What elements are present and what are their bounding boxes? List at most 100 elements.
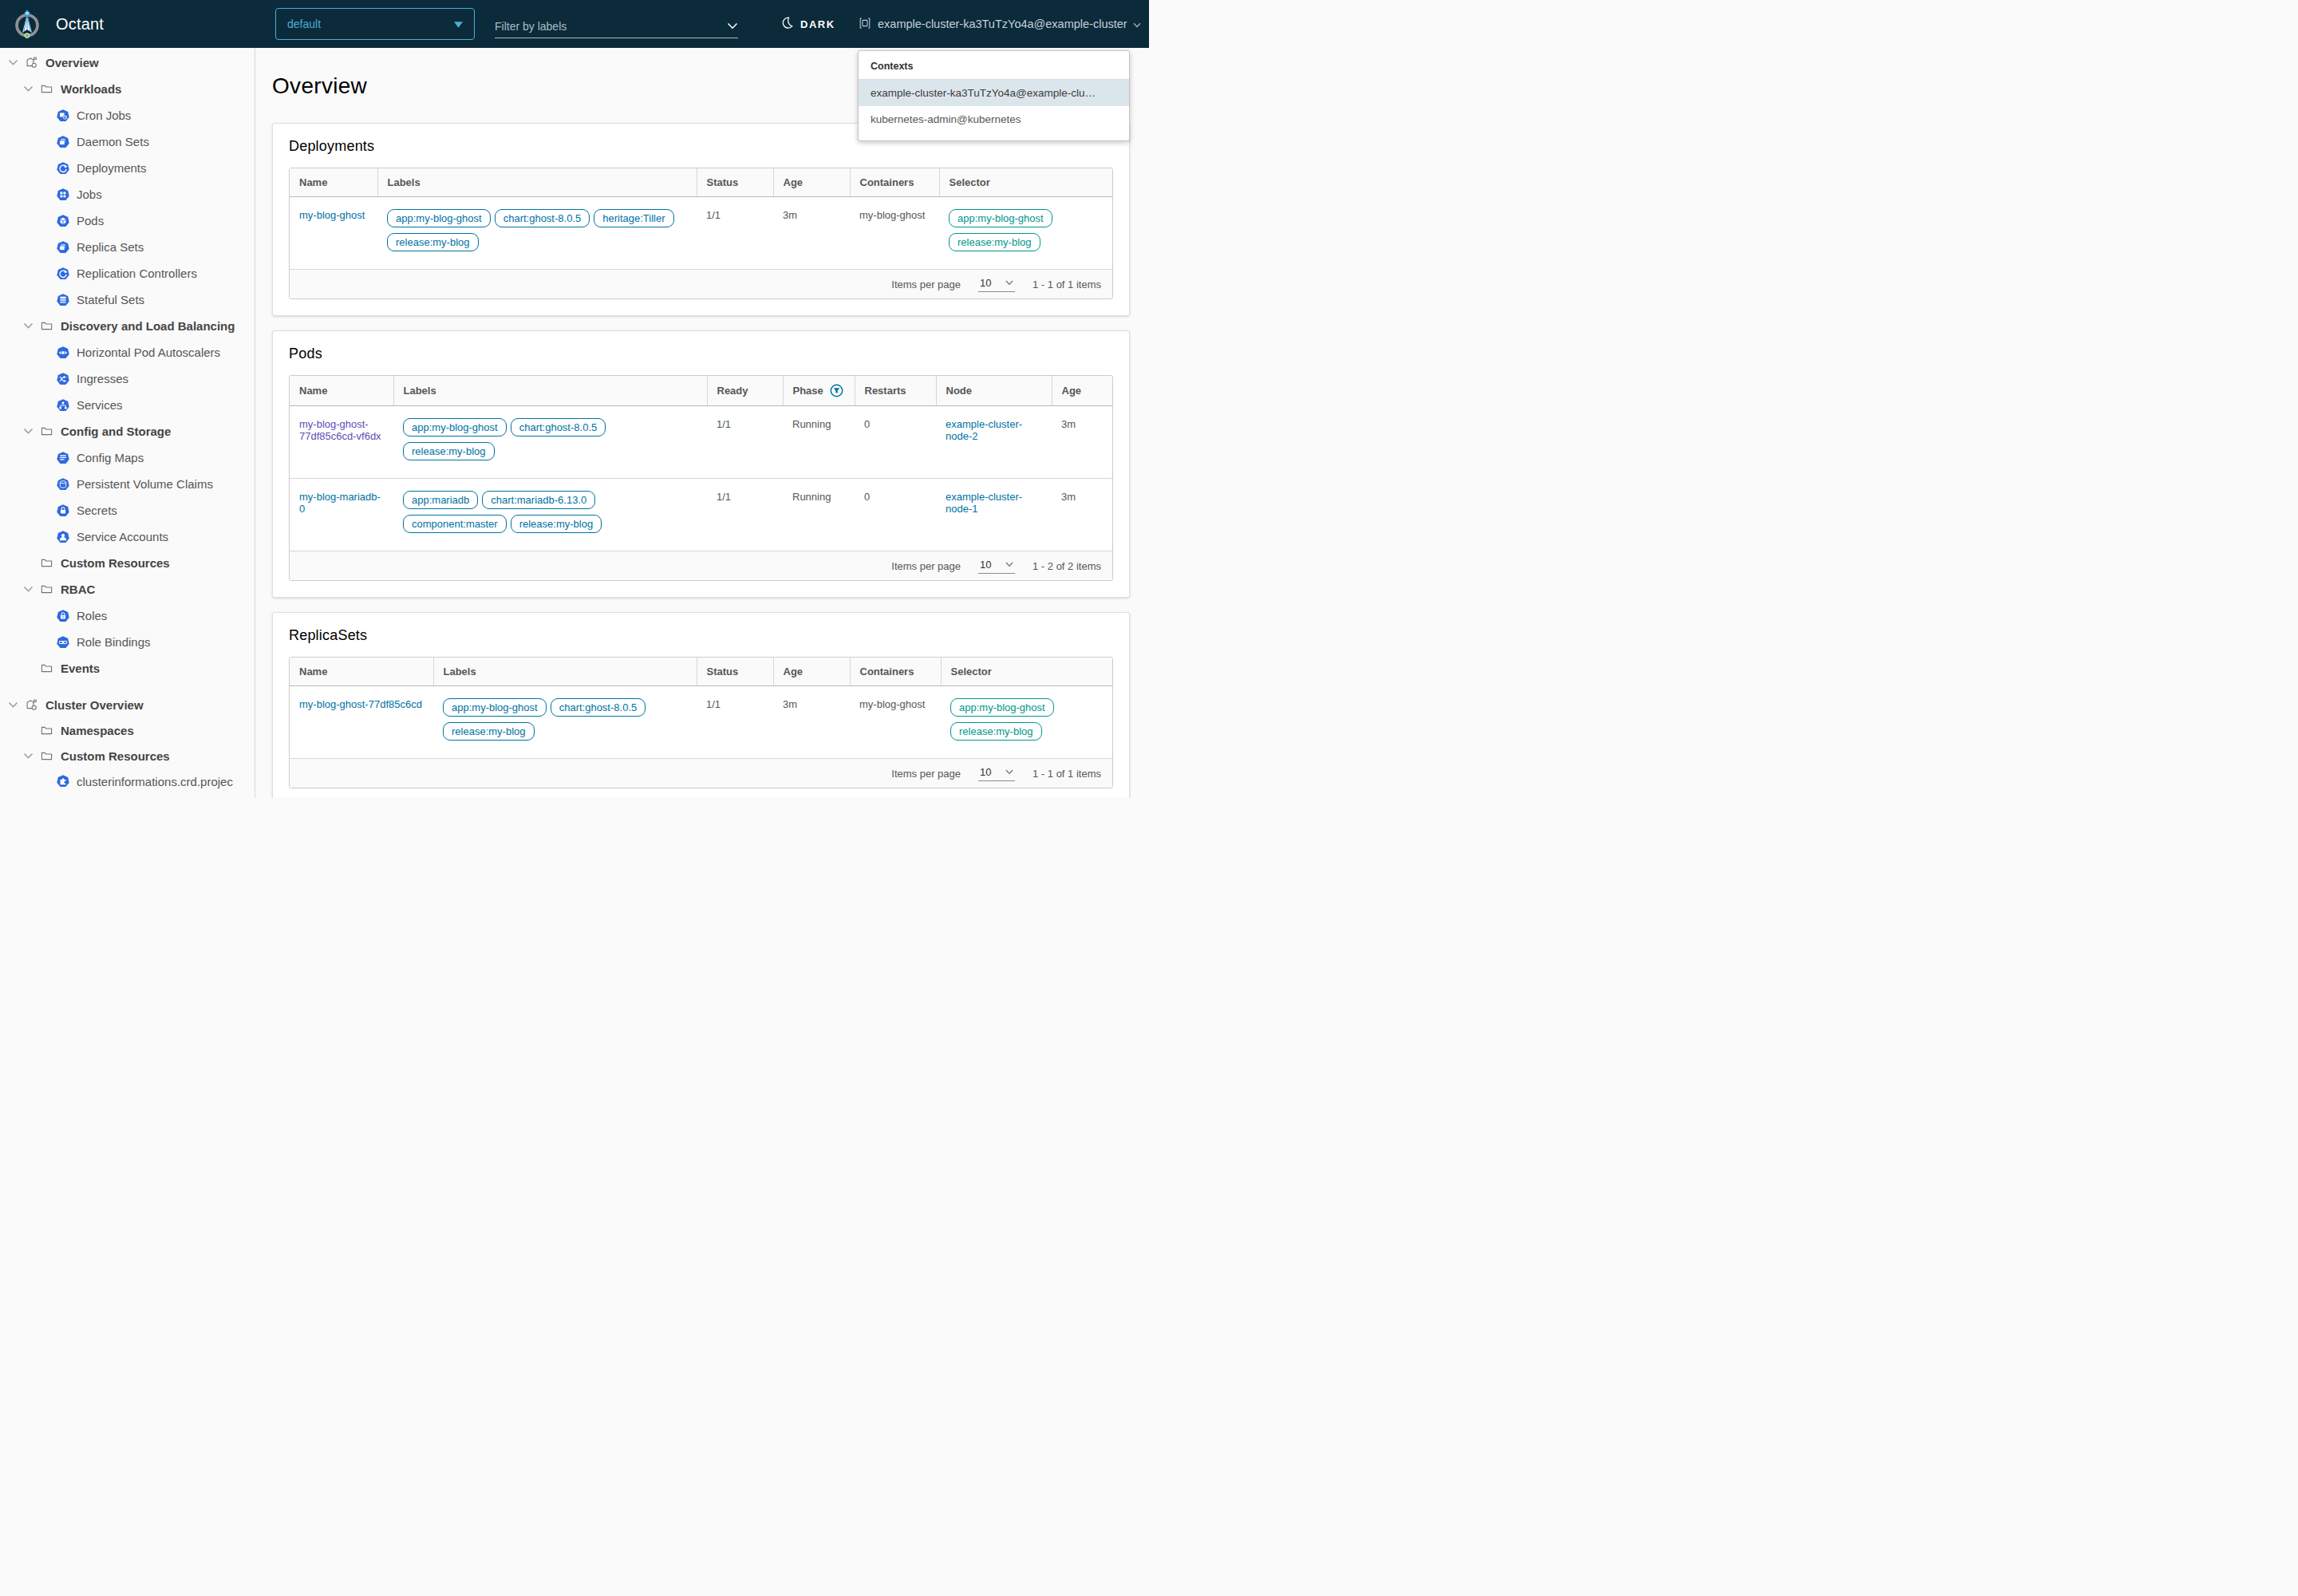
node-link[interactable]: example-cluster-node-1: [946, 491, 1022, 515]
column-header-node: Node: [936, 376, 1052, 406]
sidebar-item-cluster-overview[interactable]: Cluster Overview: [0, 692, 255, 717]
table-header-row: Name Labels Status Age Containers Select…: [290, 658, 1112, 686]
label-tag: release:my-blog: [387, 233, 479, 251]
sidebar-item-horizontal-pod-autoscalers[interactable]: Horizontal Pod Autoscalers: [0, 339, 255, 365]
pod-name-link[interactable]: my-blog-mariadb-0: [299, 491, 381, 515]
sidebar-item-stateful-sets[interactable]: Stateful Sets: [0, 286, 255, 313]
page-size-select[interactable]: 10: [978, 766, 1015, 781]
sidebar-item-workloads[interactable]: Workloads: [0, 76, 255, 102]
column-header-age: Age: [773, 658, 850, 686]
sidebar-item-roles[interactable]: Roles: [0, 602, 255, 629]
pod-name-link[interactable]: my-blog-ghost-77df85c6cd-vf6dx: [299, 418, 381, 442]
current-context-label: example-cluster-ka3TuTzYo4a@example-clus…: [878, 18, 1127, 30]
sidebar-item-ingresses[interactable]: Ingresses: [0, 365, 255, 392]
column-header-selector: Selector: [939, 168, 1112, 197]
pods-table: Name Labels Ready Phase: [289, 375, 1113, 581]
chevron-down-icon[interactable]: [8, 59, 18, 66]
chevron-down-icon[interactable]: [23, 85, 34, 93]
sidebar-item-custom-resources[interactable]: Custom Resources: [0, 550, 255, 576]
label-filter-field: [495, 11, 738, 38]
replicasets-card-title: ReplicaSets: [289, 627, 1113, 644]
sidebar-item-discovery-and-load-balancing[interactable]: Discovery and Load Balancing: [0, 313, 255, 339]
sidebar-item-role-bindings[interactable]: Role Bindings: [0, 629, 255, 655]
sidebar-item-cron-jobs[interactable]: Cron Jobs: [0, 102, 255, 128]
chevron-down-icon[interactable]: [23, 586, 34, 593]
restarts-value: 0: [855, 406, 936, 479]
sidebar-item-services[interactable]: Services: [0, 392, 255, 418]
label-tag: chart:ghost-8.0.5: [511, 418, 606, 437]
sidebar-item-rbac[interactable]: RBAC: [0, 576, 255, 602]
sidebar-item-cluster-custom-resources[interactable]: Custom Resources: [0, 743, 255, 768]
label-filter-input[interactable]: [495, 20, 727, 33]
label-tag: app:mariadb: [403, 491, 478, 509]
theme-toggle-button[interactable]: DARK: [780, 0, 835, 48]
sidebar-item-events[interactable]: Events: [0, 655, 255, 681]
ingresses-icon: [57, 373, 69, 385]
service-accounts-icon: [57, 531, 69, 543]
namespace-select[interactable]: default: [275, 8, 475, 40]
status-value: 1/1: [697, 686, 773, 759]
sidebar-item-replication-controllers[interactable]: Replication Controllers: [0, 260, 255, 286]
sidebar-item-clusterinformations-crd[interactable]: clusterinformations.crd.projec: [0, 768, 255, 794]
replicaset-name-link[interactable]: my-blog-ghost-77df85c6cd: [299, 698, 422, 710]
pods-icon: [57, 215, 69, 227]
column-header-labels: Labels: [393, 376, 707, 406]
page-size-select[interactable]: 10: [978, 277, 1015, 292]
chevron-down-icon[interactable]: [727, 18, 738, 33]
phase-value: Running: [783, 479, 855, 551]
chevron-down-icon[interactable]: [23, 428, 34, 435]
sidebar-item-service-accounts[interactable]: Service Accounts: [0, 523, 255, 550]
config-maps-icon: [57, 452, 69, 464]
sidebar-item-deployments[interactable]: Deployments: [0, 155, 255, 181]
cluster-icon: [858, 16, 872, 33]
table-row: my-blog-mariadb-0 app:mariadbchart:maria…: [290, 479, 1112, 551]
chevron-down-icon: [1005, 280, 1013, 286]
replicasets-table: Name Labels Status Age Containers Select…: [289, 657, 1113, 788]
column-header-labels: Labels: [377, 168, 697, 197]
column-header-containers: Containers: [850, 168, 939, 197]
deployments-icon: [57, 162, 69, 175]
node-link[interactable]: example-cluster-node-2: [946, 418, 1022, 442]
context-dropdown-trigger[interactable]: example-cluster-ka3TuTzYo4a@example-clus…: [858, 0, 1141, 48]
contexts-menu-title: Contexts: [859, 51, 1129, 80]
jobs-icon: [57, 188, 69, 201]
main-content: Overview Deployments Name Labels Status …: [256, 48, 1149, 798]
selector-tag: release:my-blog: [949, 233, 1040, 251]
containers-value: my-blog-ghost: [850, 686, 941, 759]
sidebar-item-secrets[interactable]: Secrets: [0, 497, 255, 523]
page-size-select[interactable]: 10: [978, 559, 1015, 574]
horizontal-pod-autoscalers-icon: [57, 346, 69, 359]
column-header-age: Age: [773, 168, 850, 197]
sidebar-item-pods[interactable]: Pods: [0, 207, 255, 234]
items-per-page-label: Items per page: [891, 279, 961, 290]
sidebar-item-config-and-storage[interactable]: Config and Storage: [0, 418, 255, 444]
deployment-name-link[interactable]: my-blog-ghost: [299, 209, 365, 221]
sidebar-item-overview[interactable]: Overview: [0, 49, 255, 76]
age-value: 3m: [773, 686, 850, 759]
contexts-menu: Contexts example-cluster-ka3TuTzYo4a@exa…: [858, 50, 1130, 141]
context-menu-item[interactable]: kubernetes-admin@kubernetes: [859, 106, 1129, 132]
moon-icon: [780, 16, 794, 33]
services-icon: [57, 399, 69, 412]
column-header-selector: Selector: [941, 658, 1112, 686]
sidebar-item-jobs[interactable]: Jobs: [0, 181, 255, 207]
chevron-down-icon[interactable]: [8, 701, 18, 709]
sidebar-item-daemon-sets[interactable]: Daemon Sets: [0, 128, 255, 155]
table-header-row: Name Labels Status Age Containers Select…: [290, 168, 1112, 197]
pods-card-title: Pods: [289, 346, 1113, 362]
chevron-down-icon[interactable]: [23, 753, 34, 760]
role-bindings-icon: [57, 636, 69, 649]
persistent-volume-claims-icon: [57, 478, 69, 491]
octant-logo-icon: [11, 8, 43, 40]
folder-icon: [40, 319, 53, 333]
chevron-down-icon[interactable]: [23, 322, 34, 330]
sidebar-item-csidrivers-crd[interactable]: csidrivers.csi.storage.k8s.io: [0, 794, 255, 798]
filter-icon[interactable]: [830, 384, 843, 397]
sidebar-item-replica-sets[interactable]: Replica Sets: [0, 234, 255, 260]
sidebar-item-config-maps[interactable]: Config Maps: [0, 444, 255, 471]
sidebar-item-namespaces[interactable]: Namespaces: [0, 717, 255, 743]
sidebar-item-persistent-volume-claims[interactable]: Persistent Volume Claims: [0, 471, 255, 497]
column-header-status: Status: [697, 168, 773, 197]
context-menu-item-selected[interactable]: example-cluster-ka3TuTzYo4a@example-clu…: [859, 80, 1129, 106]
column-header-name: Name: [290, 168, 377, 197]
